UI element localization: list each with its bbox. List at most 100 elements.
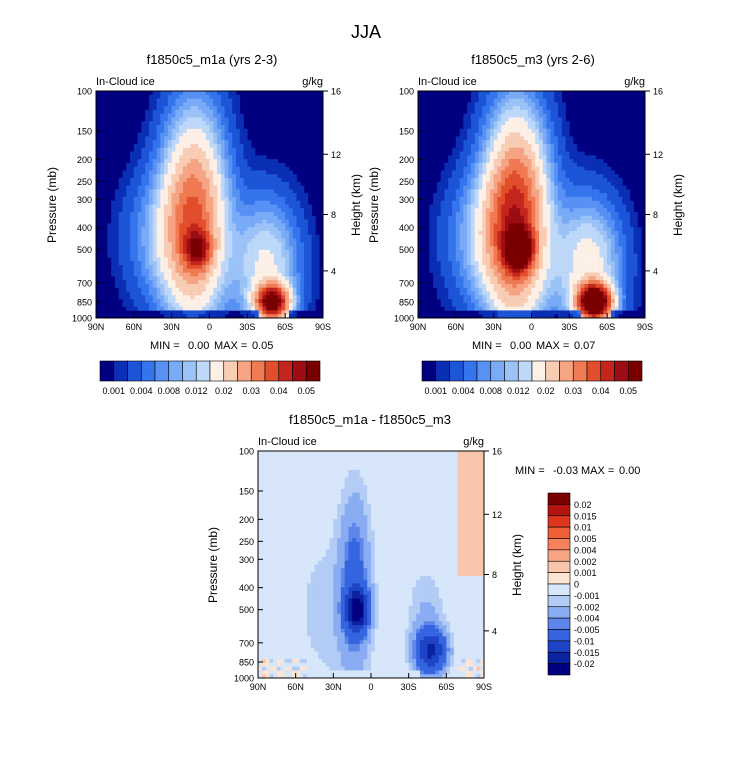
field-cell — [152, 265, 157, 270]
field-cell — [160, 253, 165, 258]
field-cell — [595, 204, 600, 209]
field-cell — [576, 230, 581, 236]
field-cell — [175, 132, 180, 137]
field-cell — [167, 94, 172, 99]
field-cell — [183, 249, 188, 254]
field-cell — [603, 196, 608, 202]
field-cell — [588, 193, 593, 198]
field-cell — [201, 132, 207, 137]
field-cell — [474, 166, 479, 171]
field-cell — [141, 181, 146, 186]
field-cell — [455, 166, 460, 171]
field-cell — [546, 230, 551, 236]
field-cell — [224, 272, 229, 277]
field-cell — [239, 117, 244, 122]
field-cell — [239, 276, 244, 281]
field-cell — [629, 261, 634, 266]
field-cell — [478, 257, 483, 262]
field-cell — [546, 219, 551, 224]
field-cell — [164, 291, 169, 296]
field-cell — [288, 272, 294, 277]
field-cell — [266, 280, 271, 285]
field-cell — [467, 109, 472, 114]
field-cell — [557, 98, 563, 103]
field-cell — [508, 151, 513, 156]
field-cell — [523, 242, 529, 247]
field-cell — [470, 215, 476, 220]
field-cell — [270, 166, 275, 171]
field-cell — [217, 295, 222, 300]
field-cell — [107, 253, 112, 258]
field-cell — [213, 310, 218, 315]
field-cell — [459, 185, 464, 190]
field-cell — [190, 196, 195, 202]
field-cell — [220, 215, 225, 220]
field-cell — [213, 246, 218, 251]
field-cell — [228, 283, 233, 289]
field-cell — [217, 230, 222, 236]
field-cell — [288, 242, 294, 247]
field-cell — [315, 280, 320, 285]
field-cell — [569, 189, 574, 194]
field-cell — [433, 200, 438, 205]
field-cell — [520, 238, 525, 243]
field-cell — [205, 155, 210, 160]
field-cell — [523, 204, 529, 209]
field-cell — [239, 159, 244, 164]
field-cell — [470, 223, 476, 228]
field-cell — [270, 174, 275, 179]
field-cell — [235, 283, 241, 289]
field-cell — [175, 227, 180, 232]
field-cell — [470, 155, 476, 160]
field-cell — [217, 310, 222, 315]
field-cell — [262, 302, 267, 307]
field-cell — [433, 257, 438, 262]
field-cell — [561, 147, 566, 152]
field-cell — [281, 306, 286, 311]
field-cell — [209, 291, 214, 296]
field-cell — [273, 242, 278, 247]
field-cell — [610, 196, 616, 202]
field-cell — [531, 136, 536, 141]
field-cell — [285, 287, 290, 292]
field-cell — [482, 280, 487, 285]
field-cell — [224, 242, 229, 247]
field-cell — [235, 306, 241, 311]
field-cell — [508, 185, 513, 190]
field-cell — [520, 265, 525, 270]
field-cell — [569, 196, 574, 202]
field-cell — [444, 280, 449, 285]
field-cell — [557, 249, 563, 254]
field-cell — [152, 94, 157, 99]
field-cell — [273, 215, 278, 220]
field-cell — [171, 257, 176, 262]
field-cell — [588, 208, 593, 213]
field-cell — [508, 98, 513, 103]
field-cell — [220, 155, 225, 160]
field-cell — [209, 98, 214, 103]
field-cell — [183, 257, 188, 262]
field-cell — [164, 113, 169, 118]
field-cell — [118, 223, 123, 228]
field-cell — [550, 147, 555, 152]
field-cell — [539, 166, 544, 171]
field-cell — [493, 189, 498, 194]
field-cell — [296, 295, 301, 300]
field-cell — [107, 227, 112, 232]
field-cell — [217, 128, 222, 133]
field-cell — [311, 295, 316, 300]
field-cell — [292, 246, 297, 251]
field-cell — [474, 121, 479, 126]
field-cell — [523, 91, 529, 96]
field-cell — [160, 246, 165, 251]
field-cell — [512, 238, 517, 243]
field-cell — [266, 238, 271, 243]
field-cell — [497, 257, 502, 262]
field-cell — [213, 257, 218, 262]
field-cell — [235, 121, 241, 126]
y-tick-label: 200 — [77, 155, 92, 165]
field-cell — [228, 257, 233, 262]
field-cell — [599, 242, 604, 247]
field-cell — [607, 185, 612, 190]
field-cell — [546, 212, 551, 217]
